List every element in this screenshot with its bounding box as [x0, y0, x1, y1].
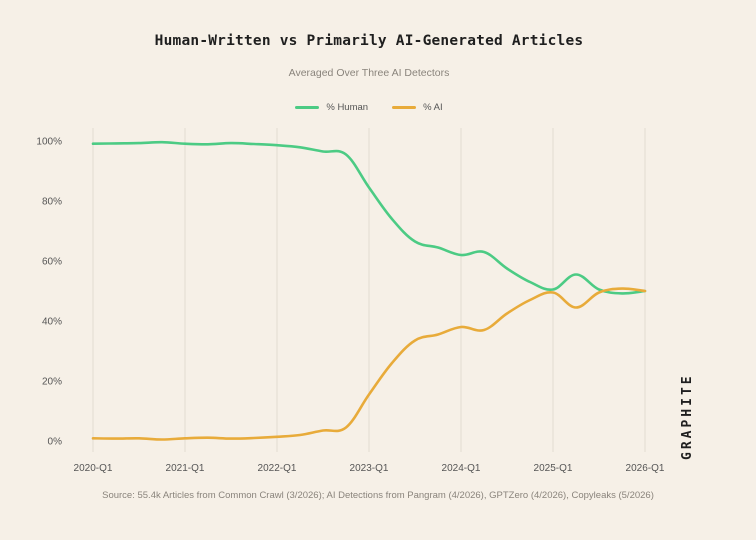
graphite-logo: GRAPHITE — [680, 373, 695, 460]
x-tick-label: 2022-Q1 — [258, 463, 297, 474]
x-tick-label: 2023-Q1 — [350, 463, 389, 474]
legend-label-ai: % AI — [423, 102, 443, 113]
y-tick-label: 100% — [36, 137, 62, 148]
chart-title: Human-Written vs Primarily AI-Generated … — [154, 33, 584, 49]
chart-subtitle: Averaged Over Three AI Detectors — [288, 67, 450, 79]
legend-swatch-human — [295, 106, 320, 109]
x-tick-label: 2024-Q1 — [442, 463, 481, 474]
x-tick-label: 2021-Q1 — [166, 463, 205, 474]
y-tick-label: 60% — [42, 257, 62, 268]
ai-series-line — [91, 287, 647, 441]
legend-swatch-ai — [392, 106, 417, 109]
y-tick-label: 0% — [48, 437, 63, 448]
legend-item-human: % Human — [295, 102, 368, 113]
y-tick-label: 20% — [42, 377, 62, 388]
x-tick-label: 2025-Q1 — [534, 463, 573, 474]
y-tick-label: 40% — [42, 317, 62, 328]
legend: % Human % AI — [0, 102, 738, 113]
x-tick-label: 2020-Q1 — [74, 463, 113, 474]
x-tick-label: 2026-Q1 — [626, 463, 665, 474]
legend-item-ai: % AI — [392, 102, 443, 113]
y-tick-label: 80% — [42, 197, 62, 208]
human-series-line — [91, 140, 647, 295]
source-note: Source: 55.4k Articles from Common Crawl… — [102, 490, 654, 501]
legend-label-human: % Human — [326, 102, 369, 113]
